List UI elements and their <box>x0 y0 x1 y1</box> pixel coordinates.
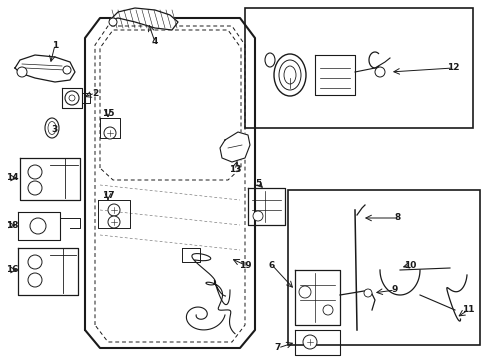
Ellipse shape <box>279 60 301 90</box>
Polygon shape <box>220 132 249 162</box>
Text: 15: 15 <box>102 108 114 117</box>
Circle shape <box>363 289 371 297</box>
Circle shape <box>298 286 310 298</box>
Text: 6: 6 <box>268 261 275 270</box>
Circle shape <box>104 127 116 139</box>
Circle shape <box>28 273 42 287</box>
Circle shape <box>17 67 27 77</box>
Ellipse shape <box>48 122 56 135</box>
Ellipse shape <box>273 54 305 96</box>
Polygon shape <box>15 55 75 82</box>
Circle shape <box>108 216 120 228</box>
Ellipse shape <box>284 66 295 84</box>
Circle shape <box>28 165 42 179</box>
Text: 13: 13 <box>228 166 241 175</box>
Bar <box>287 190 479 345</box>
Polygon shape <box>314 55 354 95</box>
Circle shape <box>303 335 316 349</box>
Circle shape <box>30 218 46 234</box>
Text: 10: 10 <box>403 261 415 270</box>
Bar <box>244 8 472 128</box>
Text: 18: 18 <box>6 220 18 230</box>
Text: 1: 1 <box>52 40 58 49</box>
Circle shape <box>28 255 42 269</box>
Polygon shape <box>110 8 178 30</box>
Circle shape <box>28 181 42 195</box>
Text: 11: 11 <box>461 306 473 315</box>
Text: 17: 17 <box>102 192 114 201</box>
Circle shape <box>65 91 79 105</box>
Ellipse shape <box>45 118 59 138</box>
Text: 19: 19 <box>238 261 251 270</box>
Text: 12: 12 <box>446 63 458 72</box>
Text: 3: 3 <box>52 126 58 135</box>
Text: 9: 9 <box>391 285 397 294</box>
Text: 7: 7 <box>274 343 281 352</box>
Text: 2: 2 <box>92 89 98 98</box>
Text: 4: 4 <box>151 37 158 46</box>
Circle shape <box>323 305 332 315</box>
Circle shape <box>63 66 71 74</box>
Ellipse shape <box>264 53 274 67</box>
Circle shape <box>108 204 120 216</box>
Circle shape <box>109 18 117 26</box>
Circle shape <box>252 211 263 221</box>
Circle shape <box>69 95 75 101</box>
Text: 5: 5 <box>254 179 261 188</box>
Text: 16: 16 <box>6 266 18 274</box>
Polygon shape <box>294 270 339 325</box>
Text: 8: 8 <box>394 213 400 222</box>
Circle shape <box>374 67 384 77</box>
Text: 14: 14 <box>6 174 18 183</box>
